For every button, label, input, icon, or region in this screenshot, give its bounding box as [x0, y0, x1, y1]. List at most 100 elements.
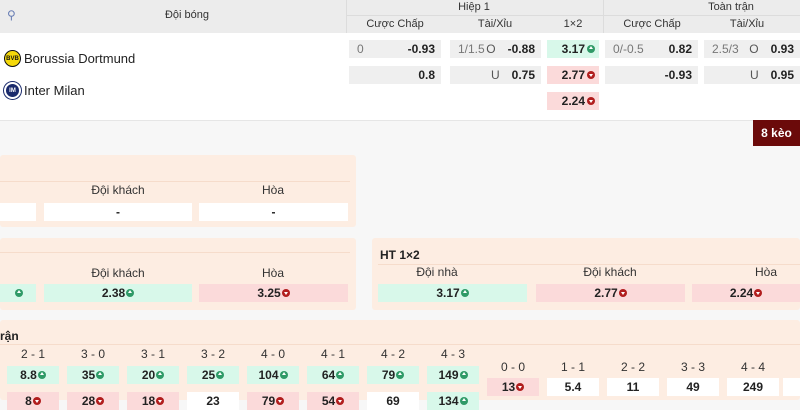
arrow-up-icon — [279, 371, 288, 379]
col-1x2-h1: 1×2 — [563, 18, 583, 30]
arrow-up-icon — [126, 289, 135, 297]
odds-cell[interactable]: 2.24 — [547, 92, 599, 110]
home-team[interactable]: BVB Borussia Dortmund — [4, 50, 135, 67]
arrow-up-icon — [459, 397, 468, 405]
col-overunder-ft: Tài/Xỉu — [729, 18, 765, 30]
odds-cell[interactable]: 79 — [367, 366, 419, 384]
odds-cell[interactable]: 25 — [187, 366, 239, 384]
odds-value: -0.93 — [664, 68, 692, 82]
odds-value: 0.82 — [668, 42, 692, 56]
odds-value: 20 — [141, 368, 156, 382]
arrow-down-icon — [754, 289, 763, 297]
draw-score-label: 2 - 2 — [620, 360, 646, 374]
arrow-down-icon — [516, 383, 525, 391]
odds-value: 11 — [626, 380, 640, 394]
arrow-down-icon — [96, 397, 105, 405]
odds-side: U — [490, 68, 500, 82]
odds-cell[interactable]: 13 — [487, 378, 539, 396]
odds-cell[interactable]: U 0.95 — [704, 66, 800, 84]
odds-cell[interactable]: 64 — [307, 366, 359, 384]
odds-cell[interactable] — [0, 203, 36, 221]
arrow-down-icon — [281, 289, 290, 297]
label-draw: Hòa — [261, 266, 285, 280]
odds-cell[interactable]: -0.93 — [605, 66, 698, 84]
odds-cell[interactable]: 2.38 — [44, 284, 192, 302]
odds-value: 149 — [438, 368, 459, 382]
score-label: 2 - 1 — [20, 347, 46, 361]
odds-cell[interactable]: 2.77 — [547, 66, 599, 84]
score-label: 3 - 1 — [140, 347, 166, 361]
odds-value: 54 — [321, 394, 336, 408]
odds-cell[interactable]: - — [199, 203, 348, 221]
odds-cell[interactable]: 23 — [187, 392, 239, 410]
odds-value: 3.17 — [436, 286, 460, 300]
odds-cell[interactable]: 2.24 — [692, 284, 800, 302]
away-team[interactable]: IM Inter Milan — [4, 82, 85, 99]
odds-value: 0.8 — [418, 68, 435, 82]
odds-cell[interactable]: 35 — [67, 366, 119, 384]
odds-cell[interactable] — [783, 378, 800, 396]
arrow-up-icon — [587, 45, 595, 53]
odds-cell[interactable]: 79 — [247, 392, 299, 410]
odds-value: 35 — [81, 368, 96, 382]
odds-side: O — [486, 42, 496, 56]
panel-1x2-hidden: Đội khách Hòa - - — [0, 155, 356, 227]
half-time-header: Hiệp 1 — [458, 1, 490, 13]
arrow-up-icon — [336, 371, 345, 379]
odds-value: 79 — [261, 394, 276, 408]
odds-cell[interactable]: 1/1.5 O -0.88 — [450, 40, 541, 58]
arrow-up-icon — [460, 289, 469, 297]
score-label: 4 - 2 — [380, 347, 406, 361]
more-odds-button[interactable]: 8 kèo — [753, 120, 800, 146]
odds-value: 0.75 — [511, 68, 535, 82]
odds-value: 2.77 — [594, 286, 618, 300]
odds-cell[interactable]: 0 -0.93 — [349, 40, 441, 58]
odds-cell[interactable]: 3.17 — [378, 284, 527, 302]
odds-value: 2.77 — [561, 68, 585, 82]
col-overunder-h1: Tài/Xỉu — [477, 18, 513, 30]
odds-cell[interactable]: 3.25 — [199, 284, 348, 302]
odds-cell[interactable]: 69 — [367, 392, 419, 410]
draw-score-label: 0 - 0 — [500, 360, 526, 374]
odds-value: 0.95 — [770, 68, 794, 82]
odds-cell[interactable]: 28 — [67, 392, 119, 410]
odds-cell[interactable]: 18 — [127, 392, 179, 410]
score-label: 4 - 0 — [260, 347, 286, 361]
draw-score-label: 4 - 4 — [740, 360, 766, 374]
label-draw: Hòa — [261, 183, 285, 197]
match-row: BVB Borussia Dortmund IM Inter Milan 0 -0… — [0, 33, 800, 121]
odds-cell[interactable]: 20 — [127, 366, 179, 384]
ht-label: Đội nhà — [416, 265, 458, 279]
odds-line: 0/-0.5 — [613, 42, 644, 56]
odds-cell[interactable]: 49 — [667, 378, 719, 396]
odds-value: 8 — [25, 394, 32, 408]
odds-cell[interactable]: 0.8 — [349, 66, 441, 84]
odds-cell[interactable]: 8.8 — [7, 366, 59, 384]
odds-line: 1/1.5 — [458, 42, 485, 56]
odds-cell[interactable]: 8 — [7, 392, 59, 410]
odds-cell[interactable]: - — [44, 203, 192, 221]
odds-value: 134 — [438, 394, 459, 408]
odds-cell[interactable]: 11 — [607, 378, 659, 396]
odds-cell[interactable]: 2.77 — [536, 284, 685, 302]
odds-table-header: ⚲ Đội bóng Hiệp 1 Toàn trận Cược Chấp Tà… — [0, 0, 800, 121]
odds-cell[interactable]: 104 — [247, 366, 299, 384]
odds-value: 0.93 — [770, 42, 794, 56]
odds-value: 249 — [742, 380, 764, 394]
odds-cell[interactable]: 249 — [727, 378, 779, 396]
odds-side: U — [749, 68, 759, 82]
odds-cell[interactable] — [0, 284, 36, 302]
pin-icon[interactable]: ⚲ — [7, 8, 16, 22]
odds-cell[interactable]: 2.5/3 O 0.93 — [704, 40, 800, 58]
draw-score-label: 1 - 1 — [560, 360, 586, 374]
odds-cell[interactable]: 149 — [427, 366, 479, 384]
odds-cell[interactable]: 3.17 — [547, 40, 599, 58]
odds-cell[interactable]: 0/-0.5 0.82 — [605, 40, 698, 58]
odds-cell[interactable]: U 0.75 — [450, 66, 541, 84]
draw-score-label: 3 - 3 — [680, 360, 706, 374]
odds-cell[interactable]: 54 — [307, 392, 359, 410]
odds-cell[interactable]: 5.4 — [547, 378, 599, 396]
odds-value: 3.17 — [561, 42, 585, 56]
odds-cell[interactable]: 134 — [427, 392, 479, 410]
odds-line: 2.5/3 — [712, 42, 739, 56]
